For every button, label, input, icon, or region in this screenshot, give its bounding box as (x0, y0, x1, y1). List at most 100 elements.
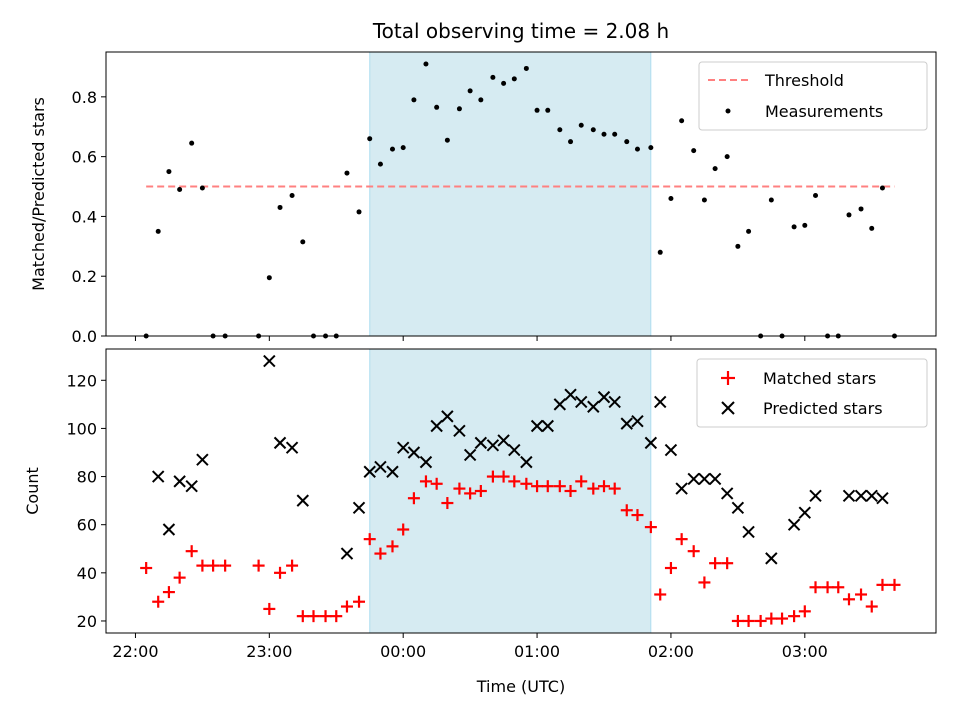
measurement-point (367, 136, 372, 141)
measurement-point (557, 127, 562, 132)
measurement-point (602, 132, 607, 137)
ytick-label: 60 (77, 516, 97, 535)
top-shaded-region (370, 52, 651, 336)
matched-star-point (286, 560, 298, 572)
measurement-point (545, 108, 550, 113)
measurement-point (267, 275, 272, 280)
measurement-point (769, 197, 774, 202)
predicted-star-point (174, 476, 185, 487)
top-legend-threshold-label: Threshold (764, 71, 844, 90)
ytick-label: 40 (77, 564, 97, 583)
predicted-star-point (676, 483, 687, 494)
matched-star-point (721, 557, 733, 569)
measurement-point (725, 154, 730, 159)
ytick-label: 0.8 (72, 88, 97, 107)
matched-star-point (174, 572, 186, 584)
ytick-label: 0.2 (72, 267, 97, 286)
top-xticks (135, 336, 804, 341)
matched-star-point (308, 610, 320, 622)
chart-title: Total observing time = 2.08 h (372, 19, 669, 43)
measurement-point (591, 127, 596, 132)
measurement-point (713, 166, 718, 171)
figure: Total observing time = 2.08 h 0.00.20.40… (0, 0, 960, 720)
predicted-star-point (264, 356, 275, 367)
predicted-star-point (153, 471, 164, 482)
ytick-label: 100 (66, 419, 97, 438)
matched-star-point (799, 605, 811, 617)
bottom-ylabel: Count (23, 467, 42, 515)
measurement-point (290, 193, 295, 198)
bottom-legend: Matched stars Predicted stars (697, 359, 927, 427)
predicted-star-point (688, 473, 699, 484)
measurement-point (278, 205, 283, 210)
measurement-point (300, 239, 305, 244)
measurement-point (490, 75, 495, 80)
matched-star-point (320, 610, 332, 622)
matched-star-point (207, 560, 219, 572)
bottom-xticks: 22:00 23:00 00:00 01:00 02:00 03:00 (112, 633, 827, 661)
measurement-point (457, 106, 462, 111)
measurement-point (166, 169, 171, 174)
ytick-label: 120 (66, 371, 97, 390)
measurement-point (746, 229, 751, 234)
measurement-point (802, 223, 807, 228)
matched-star-point (788, 610, 800, 622)
matched-star-point (832, 581, 844, 593)
measurement-point (668, 196, 673, 201)
ytick-label: 80 (77, 468, 97, 487)
predicted-star-point (710, 473, 721, 484)
predicted-star-point (866, 490, 877, 501)
measurement-point (177, 187, 182, 192)
bottom-legend-predicted-label: Predicted stars (763, 399, 883, 418)
measurement-point (792, 224, 797, 229)
matched-star-point (665, 562, 677, 574)
predicted-star-point (789, 519, 800, 530)
predicted-star-point (655, 396, 666, 407)
predicted-star-point (287, 442, 298, 453)
predicted-star-point (297, 495, 308, 506)
predicted-star-point (732, 502, 743, 513)
measurement-point (859, 206, 864, 211)
predicted-star-point (743, 526, 754, 537)
matched-star-point (698, 576, 710, 588)
bottom-panel: 20406080100120 22:00 23:00 00:00 01:00 02:00… (23, 349, 936, 696)
matched-star-point (688, 545, 700, 557)
measurement-point (357, 209, 362, 214)
matched-star-point (755, 615, 767, 627)
matched-star-point (196, 560, 208, 572)
measurement-point (411, 97, 416, 102)
measurement-point (691, 148, 696, 153)
measurement-point (200, 186, 205, 191)
measurement-point (401, 145, 406, 150)
matched-star-point (253, 560, 265, 572)
matched-star-point (274, 567, 286, 579)
matched-star-point (163, 586, 175, 598)
bottom-legend-matched-label: Matched stars (763, 369, 876, 388)
measurement-point (846, 212, 851, 217)
bottom-xlabel: Time (UTC) (476, 677, 565, 696)
predicted-star-point (843, 490, 854, 501)
predicted-star-point (699, 473, 710, 484)
measurement-point (434, 105, 439, 110)
matched-star-point (353, 596, 365, 608)
ytick-label: 20 (77, 612, 97, 631)
matched-star-point (743, 615, 755, 627)
matched-star-point (219, 560, 231, 572)
matched-star-point (876, 579, 888, 591)
measurement-point (445, 138, 450, 143)
ytick-label: 0.4 (72, 207, 97, 226)
xtick-label: 23:00 (246, 642, 292, 661)
measurement-point (390, 147, 395, 152)
measurement-point (156, 229, 161, 234)
ytick-label: 0.6 (72, 148, 97, 167)
matched-star-point (822, 581, 834, 593)
measurement-point (579, 123, 584, 128)
matched-star-point (855, 588, 867, 600)
top-legend-measurements-label: Measurements (765, 102, 883, 121)
xtick-label: 00:00 (380, 642, 426, 661)
measurement-point (501, 81, 506, 86)
xtick-label: 03:00 (782, 642, 828, 661)
predicted-star-point (856, 490, 867, 501)
predicted-star-point (354, 502, 365, 513)
measurement-point (524, 66, 529, 71)
